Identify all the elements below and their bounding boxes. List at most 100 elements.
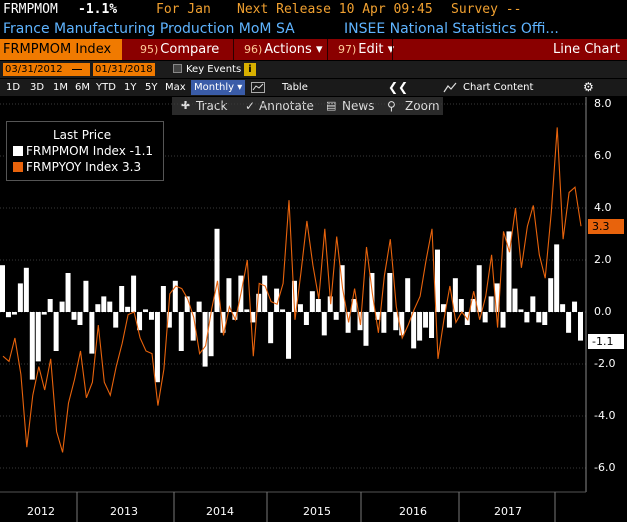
range-ytd[interactable]: YTD — [96, 82, 116, 93]
mom-bar — [256, 293, 262, 312]
chevron-down-icon: ▾ — [315, 42, 323, 57]
frequency-dropdown[interactable]: Monthly ▾ — [191, 80, 245, 95]
mom-bar — [101, 296, 107, 312]
toolbar: 95) Compare 96) Actions ▾ 97) Edit ▾ Line C… — [0, 39, 627, 60]
legend-item-mom[interactable]: FRMPMOM Index -1.1 — [13, 144, 153, 159]
range-1m[interactable]: 1M — [53, 82, 68, 93]
mom-bar — [113, 312, 119, 328]
x-tick-label: 2017 — [494, 505, 522, 518]
header-row: FRMPMOM -1.1% For Jan Next Release 10 Ap… — [0, 0, 627, 20]
table-button[interactable]: Table — [282, 82, 308, 93]
ticker-label: FRMPMOM — [3, 2, 58, 17]
security-field[interactable]: FRMPMOM Index — [0, 39, 122, 60]
mom-bar — [250, 312, 256, 323]
line-chart-icon[interactable] — [251, 82, 265, 93]
actions-button[interactable]: 96) Actions ▾ — [244, 42, 323, 57]
track-button[interactable]: Track — [196, 99, 228, 113]
annotate-button[interactable]: Annotate — [259, 99, 314, 113]
start-date-field[interactable]: 03/31/2012 — [3, 63, 65, 76]
yoy-last-value-tag: 3.3 — [588, 219, 624, 235]
mom-bar — [154, 312, 160, 383]
chart-content-icon[interactable] — [443, 82, 457, 93]
series-description: France Manufacturing Production MoM SA — [3, 21, 295, 37]
edit-button[interactable]: 97) Edit ▾ — [338, 42, 395, 57]
mom-bar — [417, 312, 423, 341]
range-3d[interactable]: 3D — [30, 82, 45, 93]
range-max[interactable]: Max — [165, 82, 186, 93]
mom-bar — [440, 304, 446, 312]
zoom-icon[interactable]: ⚲ — [387, 99, 396, 113]
mom-bar — [375, 312, 381, 320]
change-value: -1.1% — [78, 2, 118, 17]
mom-bar — [59, 301, 65, 312]
x-tick-label: 2014 — [206, 505, 234, 518]
mom-bar — [423, 312, 429, 328]
mom-bar — [470, 299, 476, 312]
y-tick-label: 2.0 — [594, 253, 612, 266]
mom-bar — [71, 312, 77, 320]
end-date-field[interactable]: 01/31/2018 — [93, 63, 155, 76]
mom-bar — [482, 312, 488, 323]
mom-bar — [536, 312, 542, 323]
range-5y[interactable]: 5Y — [145, 82, 158, 93]
annotate-icon[interactable]: ✓ — [245, 99, 256, 113]
mom-bar — [262, 275, 268, 312]
mom-bar — [83, 280, 89, 312]
mom-bar — [321, 312, 327, 336]
range-row: 1D 3D 1M 6M YTD 1Y 5Y Max Monthly ▾ Tabl… — [0, 79, 627, 96]
mom-bar — [458, 299, 464, 312]
legend-title: Last Price — [53, 128, 112, 142]
news-button[interactable]: News — [342, 99, 375, 113]
tools-row: ✚ Track ✓ Annotate ▤ News ⚲ Zoom — [172, 97, 443, 115]
legend-swatch — [13, 162, 23, 172]
x-tick-label: 2012 — [27, 505, 55, 518]
y-tick-label: -6.0 — [594, 461, 616, 474]
chart-content-button[interactable]: Chart Content — [463, 82, 534, 93]
mom-bar — [542, 312, 548, 325]
range-1d[interactable]: 1D — [6, 82, 21, 93]
mom-bar — [47, 299, 53, 312]
mom-bar — [226, 278, 232, 312]
mom-bar — [5, 312, 11, 318]
zoom-button[interactable]: Zoom — [405, 99, 440, 113]
mom-bar — [500, 312, 506, 328]
mom-bar — [184, 296, 190, 312]
collapse-icon[interactable]: ❮❮ — [388, 80, 409, 94]
mom-bar — [178, 312, 184, 351]
mom-bar — [309, 291, 315, 312]
x-tick-label: 2015 — [303, 505, 331, 518]
range-6m[interactable]: 6M — [75, 82, 90, 93]
mom-bar — [434, 249, 440, 312]
mom-bar — [166, 312, 172, 328]
key-events-checkbox[interactable] — [173, 64, 182, 73]
key-events-label: Key Events — [186, 64, 242, 75]
crosshair-icon[interactable]: ✚ — [181, 99, 191, 112]
news-icon[interactable]: ▤ — [326, 99, 337, 112]
mom-bar — [303, 312, 309, 325]
mom-bar — [77, 312, 83, 325]
mom-bar — [202, 312, 208, 367]
y-tick-label: 4.0 — [594, 201, 612, 214]
mom-bar — [405, 278, 411, 312]
mom-bar — [196, 301, 202, 312]
mom-bar — [446, 312, 452, 328]
compare-button[interactable]: 95) Compare — [140, 42, 220, 57]
mom-bar — [143, 309, 149, 312]
mom-bar — [190, 312, 196, 341]
mom-bar — [429, 312, 435, 338]
survey-label: Survey -- — [451, 2, 522, 17]
gear-icon[interactable]: ⚙ — [583, 80, 594, 94]
mom-bar — [399, 312, 405, 336]
chevron-down-icon: ▾ — [387, 42, 395, 57]
legend-item-yoy[interactable]: FRMPYOY Index 3.3 — [13, 160, 141, 175]
mom-bar — [524, 312, 530, 323]
mom-bar — [220, 312, 226, 333]
mom-bar — [160, 286, 166, 312]
mom-bar — [452, 278, 458, 312]
info-icon[interactable]: i — [244, 63, 256, 76]
mom-bar — [566, 312, 572, 333]
range-1y[interactable]: 1Y — [124, 82, 137, 93]
mom-bar — [137, 312, 143, 331]
mom-bar — [297, 304, 303, 312]
mom-bar — [95, 304, 101, 312]
